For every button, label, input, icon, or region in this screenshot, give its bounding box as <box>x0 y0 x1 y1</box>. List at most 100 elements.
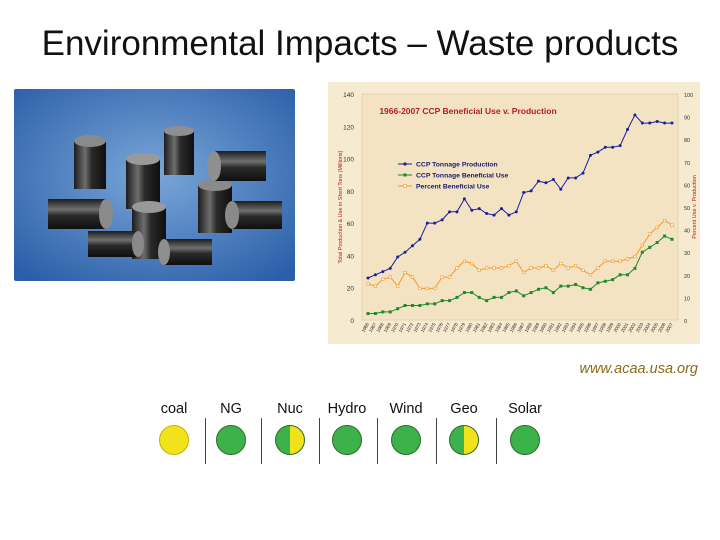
x-tick-label: 2003 <box>635 322 645 334</box>
y2-tick-label: 90 <box>684 116 690 122</box>
y-tick-label: 100 <box>343 157 354 164</box>
series-point <box>485 211 489 215</box>
y2-axis-label: Percent Use v. Production <box>692 175 698 238</box>
x-tick-label: 1981 <box>472 322 482 334</box>
series-point <box>574 176 578 180</box>
x-tick-label: 1970 <box>390 322 400 334</box>
series-point <box>492 213 496 217</box>
rating-circle-ng <box>216 425 246 455</box>
x-tick-label: 1995 <box>576 322 586 334</box>
x-tick-label: 1968 <box>375 322 385 334</box>
legend-label: CCP Tonnage Beneficial Use <box>416 173 509 180</box>
rating-label-wind: Wind <box>389 401 423 417</box>
series-point <box>633 113 637 117</box>
x-tick-label: 2000 <box>613 322 623 334</box>
chart-title: 1966-2007 CCP Beneficial Use v. Producti… <box>379 106 556 116</box>
series-point <box>618 259 622 263</box>
x-tick-label: 1984 <box>494 322 504 334</box>
x-tick-label: 1974 <box>420 322 430 334</box>
series-point <box>618 273 622 277</box>
series-point <box>559 284 563 288</box>
series-point <box>551 291 555 295</box>
x-tick-label: 1990 <box>538 322 548 334</box>
series-point <box>373 312 377 316</box>
y2-tick-label: 40 <box>684 229 690 235</box>
y-tick-label: 80 <box>347 189 355 196</box>
ccp-chart-svg: 0 20 40 60 80 100 120 140 0 10 20 30 40 50 60 70 80 90 100… <box>328 82 700 344</box>
y-tick-label: 120 <box>343 124 354 131</box>
y-tick-label: 140 <box>343 92 354 99</box>
series-point <box>425 221 429 225</box>
coal-ash-cylinders-photo-icon <box>14 89 295 281</box>
series-point <box>477 268 481 272</box>
series-point <box>640 243 644 248</box>
y2-tick-label: 70 <box>684 161 690 167</box>
x-tick-label: 2006 <box>657 322 667 334</box>
series-point <box>433 302 437 306</box>
series-point <box>366 282 370 286</box>
source-link[interactable]: www.acaa.usa.org <box>579 361 698 377</box>
series-point <box>410 303 414 307</box>
y-tick-label: 20 <box>347 286 355 293</box>
rating-circle-hydro <box>332 425 362 455</box>
x-tick-label: 1967 <box>368 322 378 334</box>
series-point <box>433 286 437 290</box>
series-point <box>611 259 615 263</box>
rating-divider <box>436 418 437 464</box>
x-tick-label: 1975 <box>427 322 437 334</box>
x-tick-label: 1973 <box>412 322 422 334</box>
series-point <box>529 189 533 193</box>
series-point <box>440 299 444 303</box>
y2-tick-label: 60 <box>684 183 690 189</box>
x-tick-label: 2005 <box>650 322 660 334</box>
series-point <box>648 232 652 236</box>
x-tick-label: 1969 <box>383 322 393 334</box>
series-point <box>514 289 518 293</box>
series-point <box>396 307 400 311</box>
rating-circle-nuc <box>275 425 305 455</box>
series-point <box>536 266 541 270</box>
series-point <box>433 221 437 225</box>
series-point <box>470 261 474 266</box>
series-point <box>462 197 466 201</box>
y2-tick-label: 50 <box>684 206 690 212</box>
series-point <box>648 121 652 125</box>
series-point <box>626 128 630 132</box>
series-point <box>366 276 370 280</box>
series-point <box>381 310 385 314</box>
x-tick-label: 2001 <box>620 322 630 334</box>
series-point <box>373 273 377 277</box>
x-tick-label: 1992 <box>553 322 563 334</box>
series-point <box>581 171 585 175</box>
series-point <box>507 291 511 295</box>
series-point <box>410 275 415 279</box>
series-point <box>522 270 526 275</box>
series-point <box>640 121 644 125</box>
series-point <box>603 279 607 283</box>
series-point <box>551 268 555 272</box>
x-tick-label: 1988 <box>524 322 534 334</box>
series-point <box>447 275 452 279</box>
rating-label-nuc: Nuc <box>277 401 303 417</box>
series-point <box>448 299 452 303</box>
y2-tick-label: 100 <box>684 93 693 99</box>
series-point <box>618 144 622 148</box>
ccp-chart: 0 20 40 60 80 100 120 140 0 10 20 30 40 50 60 70 80 90 100… <box>328 82 700 344</box>
series-point <box>551 178 555 182</box>
series-point <box>670 121 674 125</box>
rating-circle-wind <box>391 425 421 455</box>
series-point <box>633 266 637 270</box>
y-tick-label: 0 <box>350 318 354 325</box>
series-point <box>492 266 496 270</box>
x-tick-label: 1989 <box>531 322 541 334</box>
series-point <box>418 303 422 307</box>
series-point <box>655 119 659 123</box>
series-point <box>381 270 385 274</box>
series-point <box>529 266 533 270</box>
series-point <box>455 210 459 214</box>
series-point <box>670 223 674 227</box>
series-point <box>499 207 503 211</box>
series-point <box>522 190 526 194</box>
series-point <box>507 264 511 268</box>
series-point <box>470 208 474 212</box>
